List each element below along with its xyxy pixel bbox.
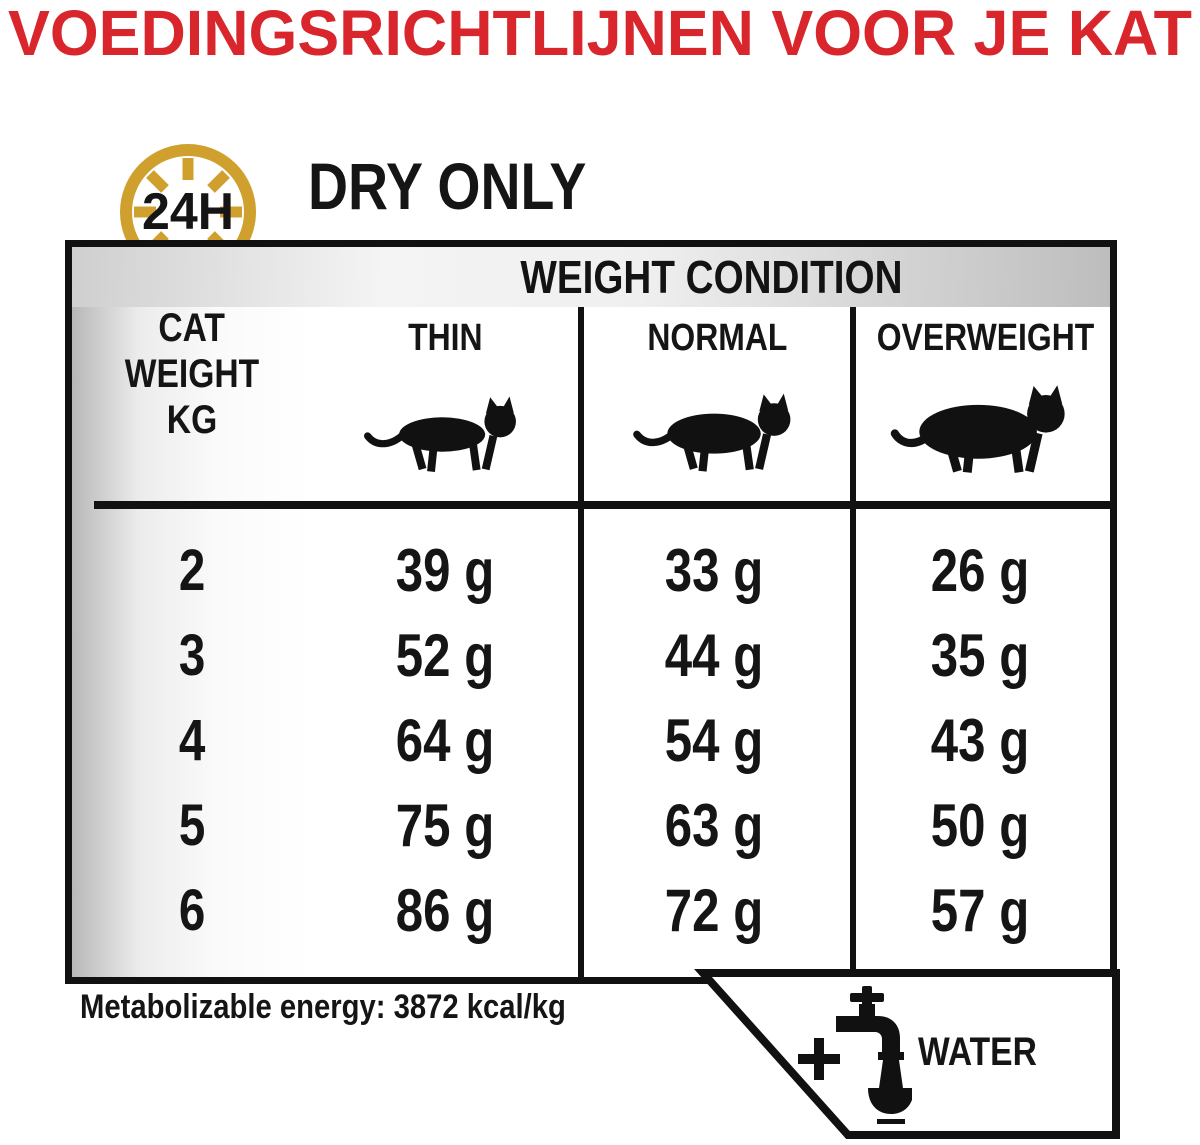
feeding-amount-rows: 2 39 g 33 g 26 g 3 52 g 44 g 35 g 4 64 g… <box>72 509 1110 953</box>
overweight-cat-icon <box>856 381 1110 487</box>
thin-amount: 64 g <box>395 707 495 774</box>
table-row: 2 39 g 33 g 26 g <box>72 528 1110 613</box>
overweight-amount: 26 g <box>930 537 1030 604</box>
plus-icon <box>798 1038 840 1080</box>
water-panel <box>690 965 1130 1145</box>
page-title-svg: VOEDINGSRICHTLIJNEN VOOR JE KAT <box>8 0 1192 69</box>
overweight-amount: 43 g <box>930 707 1030 774</box>
normal-amount: 72 g <box>664 877 764 944</box>
thin-amount: 75 g <box>395 792 495 859</box>
overweight-amount: 35 g <box>930 622 1030 689</box>
weight-condition-header-band: WEIGHT CONDITION <box>72 247 1110 307</box>
feeding-guideline-table: WEIGHT CONDITION CAT WEIGHT KG THIN NORM… <box>65 240 1117 984</box>
normal-amount: 54 g <box>664 707 764 774</box>
cat-weight-value: 4 <box>178 708 206 773</box>
cat-weight-value: 2 <box>178 538 206 603</box>
normal-amount: 44 g <box>664 622 764 689</box>
normal-amount: 63 g <box>664 792 764 859</box>
cat-weight-kg-label: CAT WEIGHT KG <box>124 306 260 442</box>
faucet-water-bowl-icon <box>832 986 912 1126</box>
thin-amount: 52 g <box>395 622 495 689</box>
table-row: 6 86 g 72 g 57 g <box>72 868 1110 953</box>
feeding-mode-text: DRY ONLY <box>308 149 587 223</box>
normal-amount: 33 g <box>664 537 764 604</box>
column-header-normal: NORMAL <box>646 317 788 359</box>
feeding-mode-heading: DRY ONLY <box>308 153 639 219</box>
thin-amount: 39 g <box>395 537 495 604</box>
thin-cat-icon <box>312 381 578 487</box>
column-header-thin: THIN <box>407 317 483 359</box>
clock-label: 24H <box>142 183 234 241</box>
page-title-text: VOEDINGSRICHTLIJNEN VOOR JE KAT <box>8 0 1192 69</box>
overweight-amount: 50 g <box>930 792 1030 859</box>
water-panel-outline <box>694 969 1120 1139</box>
header-separator-line <box>94 501 1110 509</box>
water-label: WATER <box>918 1030 1037 1074</box>
table-row: 3 52 g 44 g 35 g <box>72 613 1110 698</box>
normal-cat-icon <box>584 381 850 487</box>
cat-weight-value: 5 <box>178 793 206 858</box>
table-row: 4 64 g 54 g 43 g <box>72 698 1110 783</box>
column-divider-1 <box>578 307 584 977</box>
overweight-amount: 57 g <box>930 877 1030 944</box>
column-divider-2 <box>850 307 856 977</box>
table-row: 5 75 g 63 g 50 g <box>72 783 1110 868</box>
column-header-overweight: OVERWEIGHT <box>876 317 1095 359</box>
cat-weight-column-background <box>72 307 312 977</box>
weight-condition-title: WEIGHT CONDITION <box>519 251 903 303</box>
page-title: VOEDINGSRICHTLIJNEN VOOR JE KAT <box>0 0 1200 70</box>
cat-weight-value: 6 <box>178 878 206 943</box>
metabolizable-energy-note: Metabolizable energy: 3872 kcal/kg <box>80 988 566 1026</box>
thin-amount: 86 g <box>395 877 495 944</box>
cat-weight-value: 3 <box>178 623 206 688</box>
